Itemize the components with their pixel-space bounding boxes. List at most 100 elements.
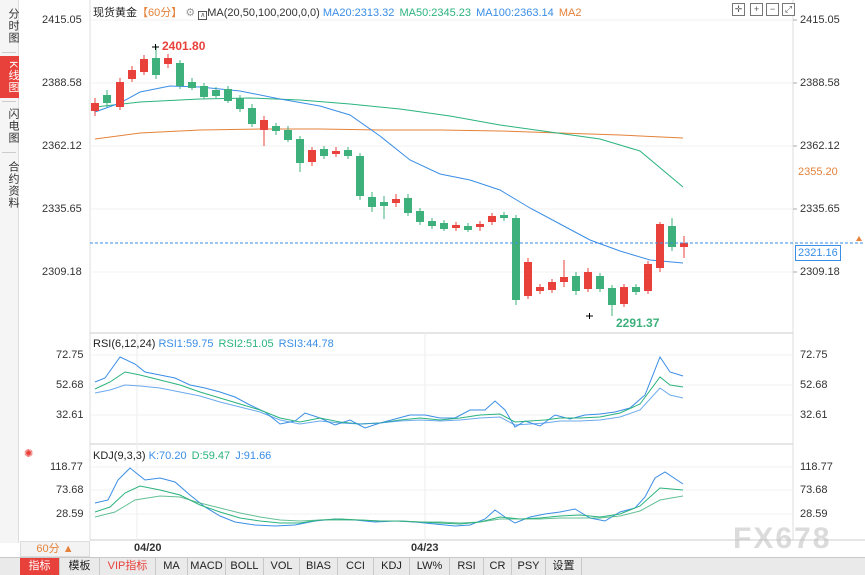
candle-body xyxy=(188,82,196,88)
candle-body xyxy=(116,82,124,107)
kdj-params: KDJ(9,3,3) xyxy=(93,450,146,462)
tab-cci[interactable]: CCI xyxy=(338,558,374,575)
ma100-line xyxy=(94,128,684,140)
rsi-axis-label: 72.75 xyxy=(56,349,84,361)
candle-body xyxy=(164,58,172,64)
main-header: 现货黄金【60分】 ⚙ ∧ MA(20,50,100,200,0,0) MA20:… xyxy=(93,4,581,20)
candle-body xyxy=(536,287,544,291)
candle-body xyxy=(152,58,160,75)
kdj-axis-label: 28.59 xyxy=(800,508,828,520)
rsi3-value: RSI3:44.78 xyxy=(278,338,334,350)
zoom-out-icon[interactable]: − xyxy=(766,3,779,16)
ma-toggle-icon[interactable]: ∧ xyxy=(198,11,208,20)
candle-body xyxy=(524,262,532,296)
candle-body xyxy=(644,264,652,291)
high-annotation: 2401.80 xyxy=(162,39,206,53)
kdj-axis-label: 73.68 xyxy=(56,484,84,496)
tab-timeshare[interactable]: 分时图 xyxy=(7,8,19,44)
candle-body xyxy=(452,225,460,228)
candle-body xyxy=(608,288,616,305)
zoom-in-icon[interactable]: + xyxy=(750,3,763,16)
rsi2-value: RSI2:51.05 xyxy=(218,338,274,350)
candle-body xyxy=(356,156,364,196)
left-tab-bar: 分时图 K线图 闪电图 合约资料 xyxy=(0,0,19,543)
rsi-axis-label: 32.61 xyxy=(800,409,828,421)
rsi2-line xyxy=(94,371,684,425)
price-label-right: 2388.58 xyxy=(800,77,840,89)
ma50-line xyxy=(94,97,684,188)
price-label-left: 2388.58 xyxy=(42,77,82,89)
price-label-right: 2415.05 xyxy=(800,14,840,26)
candle-body xyxy=(344,150,352,156)
tab-vol[interactable]: VOL xyxy=(264,558,300,575)
price-label-right: 2362.12 xyxy=(800,140,840,152)
candle-body xyxy=(332,151,340,154)
grid-lines xyxy=(90,19,793,515)
tab-template[interactable]: 模板 xyxy=(60,558,100,575)
period-selector[interactable]: 60分 ▲ xyxy=(20,541,90,557)
kline-chart-area[interactable] xyxy=(20,0,865,557)
candle-body xyxy=(91,103,99,111)
kdj-axis-label: 118.77 xyxy=(50,461,83,473)
tab-cr[interactable]: CR xyxy=(484,558,512,575)
candle-body xyxy=(284,130,292,140)
price-label-left: 2335.65 xyxy=(42,203,82,215)
kdj-k-value: K:70.20 xyxy=(148,450,187,462)
tab-contract-info[interactable]: 合约资料 xyxy=(7,161,19,209)
tab-psy[interactable]: PSY xyxy=(512,558,546,575)
kdj-axis-label: 118.77 xyxy=(800,461,833,473)
period-badge[interactable]: 【60分】 xyxy=(137,7,183,19)
rsi-params: RSI(6,12,24) xyxy=(93,338,156,350)
rsi-header: RSI(6,12,24) RSI1:59.75 RSI2:51.05 RSI3:… xyxy=(93,338,334,350)
tab-ma[interactable]: MA xyxy=(156,558,188,575)
price-label-right: 2309.18 xyxy=(800,266,840,278)
tab-rsi[interactable]: RSI xyxy=(450,558,484,575)
tab-macd[interactable]: MACD xyxy=(188,558,226,575)
rsi1-value: RSI1:59.75 xyxy=(158,338,214,350)
candle-body xyxy=(560,277,568,282)
candle-body xyxy=(248,108,256,124)
tab-boll[interactable]: BOLL xyxy=(226,558,264,575)
crosshair-icon[interactable]: ✛ xyxy=(732,3,745,16)
candle-body xyxy=(236,98,244,109)
candle-body xyxy=(476,224,484,227)
indicator-settings-icon[interactable]: ✺ xyxy=(24,448,34,460)
tab-settings[interactable]: 设置 xyxy=(546,558,582,575)
candle-body xyxy=(464,226,472,230)
low-annotation: 2291.37 xyxy=(616,316,660,330)
candle-body xyxy=(404,198,412,213)
rsi-axis-label: 52.68 xyxy=(800,379,828,391)
candle-body xyxy=(140,59,148,72)
tab-bias[interactable]: BIAS xyxy=(300,558,338,575)
settings-gear-icon[interactable]: ⚙ xyxy=(185,7,196,19)
candle-body xyxy=(584,272,592,289)
tab-flash-chart[interactable]: 闪电图 xyxy=(7,108,19,144)
candle-body xyxy=(308,150,316,162)
tab-vip-indicator[interactable]: VIP指标 xyxy=(100,558,156,575)
kdj-axis-label: 28.59 xyxy=(56,508,84,520)
candle-body xyxy=(224,89,232,101)
price-label-left: 2415.05 xyxy=(42,14,82,26)
candle-body xyxy=(320,149,328,156)
ma20-line xyxy=(94,85,684,264)
candle-body xyxy=(680,243,688,247)
tab-kdj[interactable]: KDJ xyxy=(374,558,410,575)
rsi-axis-label: 32.61 xyxy=(56,409,84,421)
fullscreen-icon[interactable]: ⤢ xyxy=(782,3,795,16)
candle-body xyxy=(512,218,520,300)
tab-lw[interactable]: LW% xyxy=(410,558,450,575)
candle-body xyxy=(500,215,508,218)
indicator-tab-bar: 指标 模板 VIP指标 MA MACD BOLL VOL BIAS CCI KD… xyxy=(0,557,865,575)
kdj-j-value: J:91.66 xyxy=(235,450,272,462)
rsi3-line xyxy=(94,384,684,426)
ma-params: MA(20,50,100,200,0,0) xyxy=(207,7,320,19)
candle-body xyxy=(272,126,280,131)
ma20-value: MA20:2313.32 xyxy=(322,7,395,19)
tab-kline[interactable]: K线图 xyxy=(0,56,19,98)
tab-indicator[interactable]: 指标 xyxy=(20,558,60,575)
ma2-value: MA2 xyxy=(558,7,582,19)
candle-body xyxy=(596,276,604,289)
ma100-value: MA100:2363.14 xyxy=(476,7,554,19)
price-label-left: 2362.12 xyxy=(42,140,82,152)
candle-body xyxy=(656,224,664,268)
